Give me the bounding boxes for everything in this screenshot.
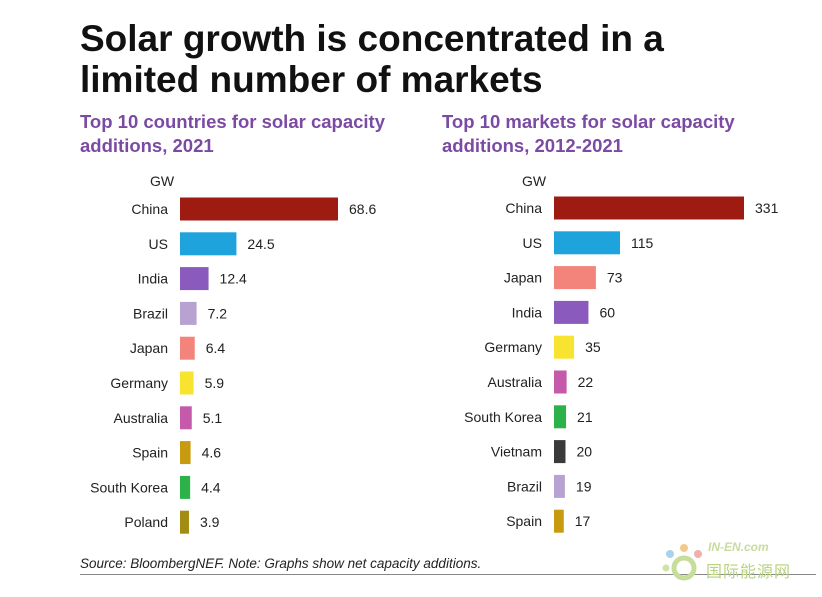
right-value-label: 22: [578, 374, 594, 390]
right-category-label: Japan: [504, 270, 542, 286]
right-bar: [554, 196, 744, 220]
right-value-label: 17: [575, 513, 591, 529]
right-value-label: 35: [585, 339, 601, 355]
right-value-label: 331: [755, 200, 779, 216]
watermark-logo: IN-EN.com 国际能源网: [660, 536, 820, 592]
left-bar: [180, 197, 338, 221]
right-category-label: Germany: [484, 339, 542, 355]
left-value-label: 7.2: [208, 305, 228, 321]
left-bar: [180, 301, 197, 325]
right-category-label: China: [505, 200, 542, 216]
left-category-label: Brazil: [133, 305, 168, 321]
right-value-label: 20: [576, 444, 592, 460]
right-bar: [554, 474, 565, 498]
right-category-label: India: [512, 304, 543, 320]
right-bar: [554, 266, 596, 290]
right-category-label: US: [523, 235, 542, 251]
left-bar: [180, 371, 194, 395]
left-category-label: Spain: [132, 445, 168, 461]
right-value-label: 21: [577, 409, 593, 425]
right-value-label: 60: [599, 304, 615, 320]
right-bar: [554, 509, 564, 533]
right-bar: [554, 300, 589, 324]
left-bar: [180, 475, 191, 499]
left-bar: [180, 406, 192, 430]
right-chart-unit-label: GW: [522, 173, 547, 189]
source-note: Source: BloombergNEF. Note: Graphs show …: [80, 556, 482, 571]
left-chart-subtitle: Top 10 countries for solar capacity addi…: [80, 111, 385, 156]
left-value-label: 4.6: [202, 445, 222, 461]
left-category-label: US: [149, 236, 168, 252]
left-category-label: Australia: [114, 410, 169, 426]
right-value-label: 73: [607, 270, 623, 286]
left-bar: [180, 441, 191, 465]
right-category-label: South Korea: [464, 409, 542, 425]
left-category-label: Poland: [124, 514, 168, 530]
left-bar: [180, 267, 209, 291]
left-value-label: 3.9: [200, 514, 220, 530]
left-category-label: Germany: [110, 375, 168, 391]
left-value-label: 6.4: [206, 340, 226, 356]
watermark-site: IN-EN.com: [708, 540, 769, 554]
chart-title: Solar growth is concentrated in a limite…: [80, 18, 664, 100]
right-bar: [554, 335, 575, 359]
right-bar: [554, 440, 566, 464]
right-chart-subtitle: Top 10 markets for solar capacity additi…: [442, 111, 735, 156]
left-category-label: India: [138, 271, 169, 287]
left-chart-unit-label: GW: [150, 173, 175, 189]
right-category-label: Spain: [506, 513, 542, 529]
left-category-label: China: [131, 201, 168, 217]
left-bar: [180, 336, 195, 360]
left-bar: [180, 510, 189, 534]
left-bar: [180, 232, 237, 256]
right-bar: [554, 231, 621, 255]
left-value-label: 5.9: [205, 375, 225, 391]
right-value-label: 19: [576, 478, 592, 494]
watermark-name: 国际能源网: [706, 564, 792, 581]
left-value-label: 5.1: [203, 410, 223, 426]
right-category-label: Brazil: [507, 478, 542, 494]
right-value-label: 115: [631, 235, 654, 251]
right-bar: [554, 370, 567, 394]
right-category-label: Vietnam: [491, 444, 542, 460]
left-value-label: 68.6: [349, 201, 376, 217]
left-category-label: South Korea: [90, 479, 168, 495]
left-value-label: 24.5: [247, 236, 274, 252]
left-value-label: 4.4: [201, 479, 221, 495]
sun-logo-icon: [662, 544, 702, 581]
footer-divider: [80, 574, 816, 575]
right-bar: [554, 405, 567, 429]
left-category-label: Japan: [130, 340, 168, 356]
right-category-label: Australia: [488, 374, 543, 390]
left-value-label: 12.4: [220, 271, 247, 287]
